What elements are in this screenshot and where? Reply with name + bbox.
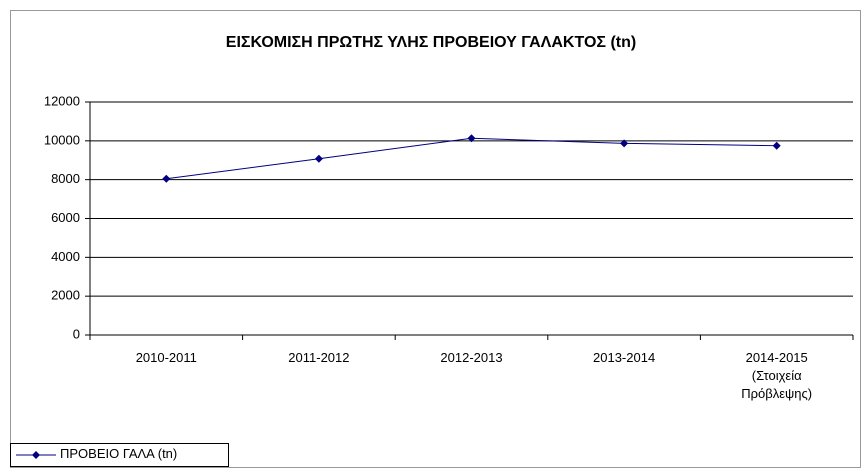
legend-label: ΠΡΟΒΕΙΟ ΓΑΛΑ (tn) — [60, 446, 178, 461]
legend-marker — [32, 451, 40, 459]
series-line — [166, 137, 777, 180]
point-marker — [620, 139, 629, 148]
point-marker — [772, 141, 781, 150]
point-marker — [162, 174, 171, 183]
y-tick-label: 4000 — [51, 249, 80, 264]
y-tick-label: 0 — [73, 326, 80, 341]
x-tick-label: 2013-2014 — [593, 350, 656, 365]
x-tick-label: 2012-2013 — [440, 350, 503, 365]
y-tick-label: 10000 — [44, 132, 80, 147]
y-tick-label: 8000 — [51, 171, 80, 186]
point-marker — [314, 154, 323, 163]
y-tick-label: 12000 — [44, 93, 80, 108]
point-marker — [467, 134, 476, 143]
y-tick-label: 6000 — [51, 210, 80, 225]
x-tick-label: 2011-2012 — [288, 350, 350, 365]
chart-border — [10, 10, 861, 468]
legend-box — [10, 443, 229, 467]
x-tick-label: 2014-2015 (Στοιχεία Πρόβλεψης) — [741, 350, 813, 401]
y-tick-label: 2000 — [51, 288, 80, 303]
x-tick-label: 2010-2011 — [135, 350, 197, 365]
chart-title: ΕΙΣΚΟΜΙΣΗ ΠΡΩΤΗΣ ΥΛΗΣ ΠΡΟΒΕΙΟΥ ΓΑΛΑΚΤΟΣ … — [225, 34, 637, 51]
